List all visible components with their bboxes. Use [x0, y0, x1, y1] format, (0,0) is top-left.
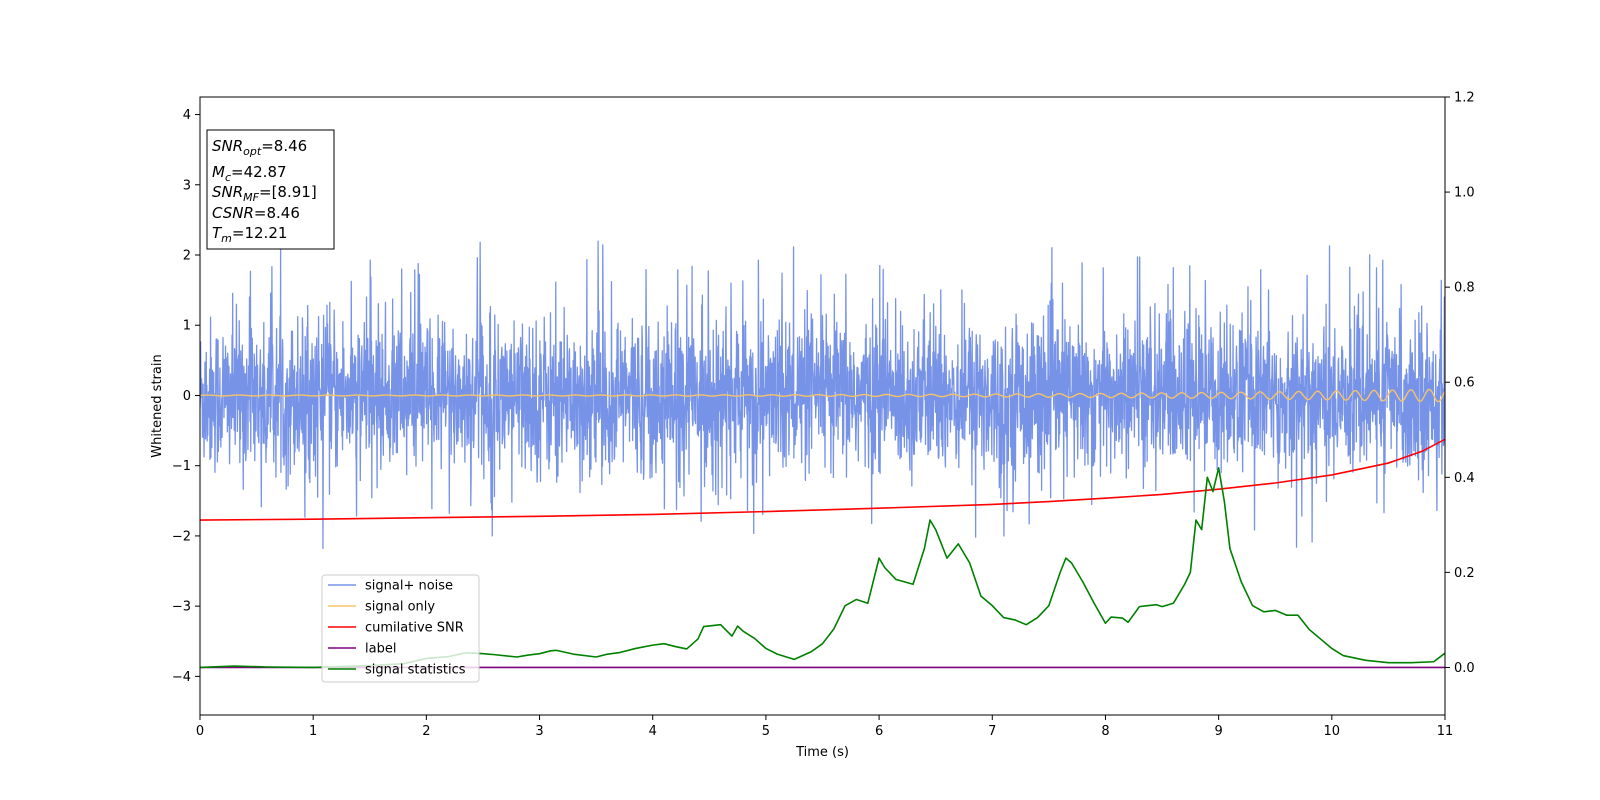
y-left-tick-label: 4: [183, 108, 191, 123]
annotation-subscript: c: [225, 171, 231, 184]
y-right-tick-label: 1.0: [1454, 186, 1475, 201]
y-right-tick-label: 0.4: [1454, 471, 1475, 486]
annotation-subscript: opt: [243, 145, 262, 158]
x-tick-label: 9: [1214, 724, 1222, 739]
series-signal-plus-noise-line: [200, 240, 1445, 550]
annotation-value: =8.46: [261, 137, 307, 155]
annotation-symbol: SNR: [212, 137, 243, 155]
y-left-tick-label: 2: [183, 249, 191, 264]
annotation-subscript: MF: [243, 191, 259, 204]
x-tick-label: 3: [535, 724, 543, 739]
series-signal-only-line: [200, 388, 1445, 403]
y-right-tick-label: 1.2: [1454, 91, 1475, 106]
x-tick-label: 4: [649, 724, 657, 739]
x-tick-label: 0: [196, 724, 204, 739]
legend-entry-label: cumilative SNR: [365, 621, 464, 636]
legend-entry-label: label: [365, 642, 396, 657]
x-tick-label: 8: [1101, 724, 1109, 739]
legend-entry-label: signal+ noise: [365, 579, 453, 594]
annotation-symbol: CSNR: [212, 204, 254, 222]
annotation-value: =8.46: [254, 204, 300, 222]
x-tick-label: 7: [988, 724, 996, 739]
legend-entry-label: signal statistics: [365, 663, 466, 678]
annotation-value: =[8.91]: [259, 183, 317, 201]
annotation-line: Mc=42.87: [212, 163, 287, 184]
x-tick-label: 6: [875, 724, 883, 739]
annotation-line: CSNR=8.46: [212, 204, 300, 222]
annotation-value: =12.21: [232, 224, 288, 242]
y-right-tick-label: 0.2: [1454, 566, 1475, 581]
series-signal-statistics-line: [200, 466, 1445, 669]
y-left-tick-label: 3: [183, 178, 191, 193]
annotation-box: SNRopt=8.46Mc=42.87SNRMF=[8.91]CSNR=8.46…: [206, 129, 335, 250]
y-left-tick-label: −3: [172, 600, 191, 615]
annotation-symbol: T: [212, 224, 223, 242]
legend: signal+ noise signal only cumilative SNR la…: [321, 574, 480, 683]
legend-entry-label: signal only: [365, 600, 435, 615]
annotation-line: Tm=12.21: [212, 224, 287, 245]
x-tick-label: 10: [1324, 724, 1341, 739]
x-tick-label: 11: [1437, 724, 1454, 739]
legend-frame: [321, 574, 480, 683]
annotation-value: =42.87: [231, 163, 287, 181]
y-left-tick-label: 1: [183, 319, 191, 334]
annotation-subscript: m: [221, 232, 232, 245]
x-tick-label: 1: [309, 724, 317, 739]
series-cumulative-snr-line: [200, 438, 1445, 521]
annotation-line: SNRopt=8.46: [212, 137, 307, 158]
annotation-line: SNRMF=[8.91]: [212, 183, 317, 204]
annotation-frame: [206, 129, 335, 250]
y-right-tick-label: 0.6: [1454, 376, 1475, 391]
plot-frame: [199, 96, 1446, 716]
annotation-symbol: SNR: [212, 183, 243, 201]
y-left-tick-label: −4: [172, 670, 191, 685]
y-right-tick-label: 0.8: [1454, 281, 1475, 296]
x-axis-label: Time (s): [795, 745, 849, 760]
x-tick-label: 5: [762, 724, 770, 739]
y-left-tick-label: −1: [172, 459, 191, 474]
axes: 0 1 2 3 4 5 6 7 8 9 10 11 −4 −3 −2 −1 0 1 2 3 4 0.0 0.2 0.4 0.6 0…: [150, 91, 1475, 761]
annotation-symbol: M: [212, 163, 225, 181]
y-left-tick-label: 0: [183, 389, 191, 404]
y-left-tick-label: −2: [172, 529, 191, 544]
y-axis-label: Whitened strain: [150, 354, 165, 457]
y-right-tick-label: 0.0: [1454, 661, 1475, 676]
x-tick-label: 2: [422, 724, 430, 739]
